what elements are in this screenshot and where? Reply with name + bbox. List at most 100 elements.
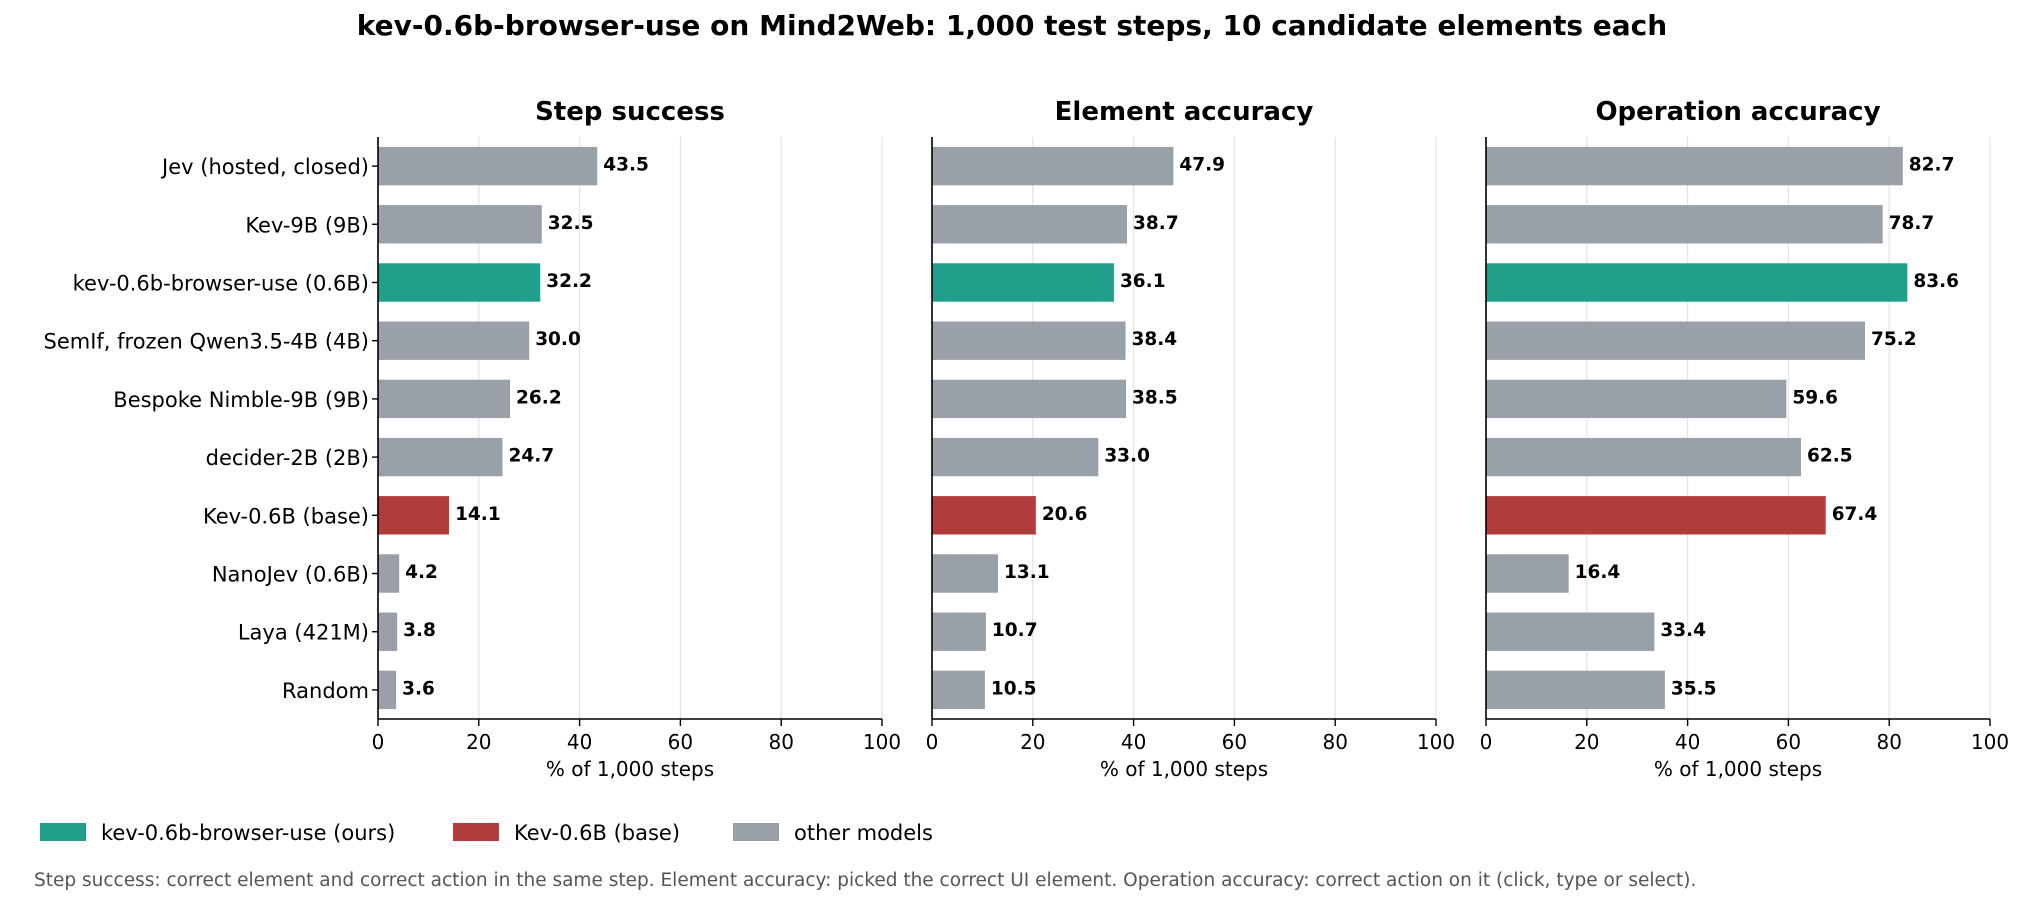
bar-random	[1486, 670, 1665, 710]
value-label: 26.2	[516, 387, 562, 408]
bar-semif-frozen-qwen3-5-4b-4b	[932, 321, 1126, 360]
bar-kev-9b-9b	[1486, 205, 1883, 244]
bar-bespoke-nimble-9b-9b	[378, 379, 511, 419]
panel-element-accuracy: Element accuracy 47.9 38.7 36.1 38.4 38.5 33.0…	[926, 97, 1455, 781]
legend-swatch	[733, 823, 779, 841]
value-label: 3.8	[403, 620, 436, 641]
y-tick-label: Kev-0.6B (base)	[203, 504, 369, 528]
bar-semif-frozen-qwen3-5-4b-4b	[378, 321, 530, 360]
bar-semif-frozen-qwen3-5-4b-4b	[1486, 321, 1866, 360]
value-label: 82.7	[1909, 155, 1955, 176]
bar-bespoke-nimble-9b-9b	[932, 379, 1127, 419]
bar-laya-421m	[932, 612, 986, 651]
bar-nanojev-0-6b	[1486, 554, 1569, 593]
legend-label: Kev-0.6B (base)	[514, 821, 680, 845]
y-tick-label: Kev-9B (9B)	[245, 213, 369, 237]
x-axis-label: % of 1,000 steps	[546, 757, 714, 781]
panel-step-success: Step success 43.5 32.5 32.2 30.0 26.2 24.7 14.1…	[44, 97, 902, 781]
legend-label: kev-0.6b-browser-use (ours)	[101, 821, 395, 845]
value-label: 33.4	[1660, 620, 1706, 641]
value-label: 4.2	[405, 562, 438, 583]
x-tick-label: 100	[1971, 730, 2009, 754]
x-tick-label: 60	[1222, 730, 1247, 754]
panel-title: Element accuracy	[1055, 97, 1314, 127]
legend-swatch	[40, 823, 86, 841]
y-tick-label: Jev (hosted, closed)	[160, 155, 369, 179]
value-label: 20.6	[1042, 504, 1088, 525]
legend-item-base: Kev-0.6B (base)	[453, 821, 680, 845]
bar-kev-0-6b-browser-use-0-6b	[1486, 263, 1908, 302]
value-label: 30.0	[535, 329, 581, 350]
x-axis-label: % of 1,000 steps	[1654, 757, 1822, 781]
x-tick-label: 80	[1322, 730, 1347, 754]
x-tick-label: 100	[863, 730, 901, 754]
value-label: 16.4	[1575, 562, 1621, 583]
bar-random	[932, 670, 985, 710]
panel-operation-accuracy: Operation accuracy 82.7 78.7 83.6 75.2 59.6 62…	[1480, 97, 2009, 781]
value-label: 24.7	[508, 446, 554, 467]
bar-kev-0-6b-browser-use-0-6b	[378, 263, 541, 302]
bar-jev-hosted-closed	[378, 146, 598, 186]
value-label: 83.6	[1913, 271, 1959, 292]
legend-item-ours: kev-0.6b-browser-use (ours)	[40, 821, 395, 845]
bar-laya-421m	[378, 612, 398, 651]
legend-swatch	[453, 823, 499, 841]
legend-label: other models	[794, 821, 933, 845]
bar-kev-0-6b-base	[378, 496, 450, 535]
bar-bespoke-nimble-9b-9b	[1486, 379, 1787, 419]
bar-kev-0-6b-base	[932, 496, 1036, 535]
y-tick-label: Bespoke Nimble-9B (9B)	[113, 388, 369, 412]
value-label: 67.4	[1832, 504, 1878, 525]
x-tick-label: 80	[768, 730, 793, 754]
panel-title: Step success	[535, 97, 725, 127]
chart-caption: Step success: correct element and correc…	[34, 870, 1696, 891]
value-label: 3.6	[402, 678, 435, 699]
legend-item-other: other models	[733, 821, 933, 845]
bar-decider-2b-2b	[1486, 437, 1801, 477]
x-tick-label: 60	[1776, 730, 1801, 754]
bar-kev-9b-9b	[378, 205, 542, 244]
x-tick-label: 40	[1121, 730, 1146, 754]
bar-laya-421m	[1486, 612, 1655, 651]
x-tick-label: 60	[668, 730, 693, 754]
value-label: 32.2	[546, 271, 592, 292]
y-tick-label: kev-0.6b-browser-use (0.6B)	[73, 272, 369, 296]
value-label: 38.5	[1132, 387, 1178, 408]
x-tick-label: 80	[1876, 730, 1901, 754]
value-label: 43.5	[603, 155, 649, 176]
value-label: 78.7	[1889, 213, 1935, 234]
value-label: 14.1	[455, 504, 501, 525]
bar-jev-hosted-closed	[1486, 146, 1903, 186]
value-label: 75.2	[1871, 329, 1917, 350]
x-tick-label: 100	[1417, 730, 1455, 754]
y-tick-label: SemIf, frozen Qwen3.5-4B (4B)	[44, 330, 370, 354]
value-label: 36.1	[1120, 271, 1166, 292]
bar-kev-0-6b-browser-use-0-6b	[932, 263, 1114, 302]
value-label: 10.7	[992, 620, 1038, 641]
legend: kev-0.6b-browser-use (ours) Kev-0.6B (bas…	[40, 821, 933, 845]
bar-decider-2b-2b	[378, 437, 503, 477]
x-tick-label: 40	[1675, 730, 1700, 754]
y-tick-label: decider-2B (2B)	[206, 446, 369, 470]
bar-kev-9b-9b	[932, 205, 1128, 244]
x-tick-label: 0	[926, 730, 939, 754]
value-label: 32.5	[548, 213, 594, 234]
value-label: 38.7	[1133, 213, 1179, 234]
value-label: 10.5	[991, 678, 1037, 699]
value-label: 38.4	[1132, 329, 1178, 350]
y-tick-label: Laya (421M)	[238, 621, 369, 645]
x-tick-label: 0	[372, 730, 385, 754]
value-label: 59.6	[1792, 387, 1838, 408]
value-label: 35.5	[1671, 678, 1717, 699]
bar-kev-0-6b-base	[1486, 496, 1826, 535]
y-tick-label: Random	[282, 679, 369, 703]
x-tick-label: 40	[567, 730, 592, 754]
chart-title: kev-0.6b-browser-use on Mind2Web: 1,000 …	[357, 9, 1667, 42]
x-tick-label: 20	[466, 730, 491, 754]
bar-nanojev-0-6b	[378, 554, 400, 593]
bar-nanojev-0-6b	[932, 554, 999, 593]
x-tick-label: 20	[1020, 730, 1045, 754]
value-label: 13.1	[1004, 562, 1050, 583]
x-tick-label: 20	[1574, 730, 1599, 754]
